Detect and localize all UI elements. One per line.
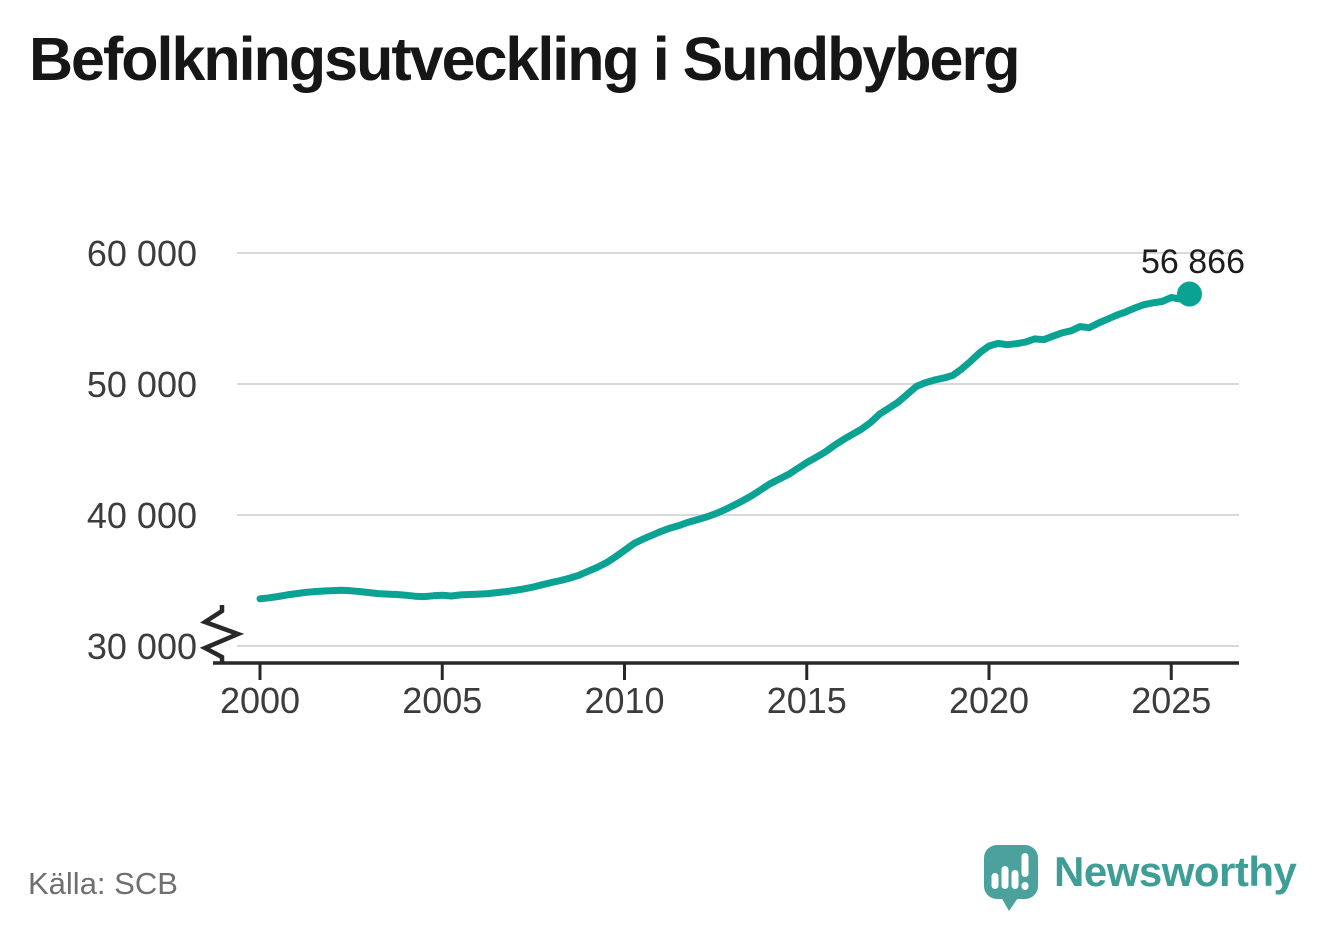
chart-title: Befolkningsutveckling i Sundbyberg [29, 25, 1020, 93]
y-axis-tick-label: 40 000 [87, 495, 197, 536]
x-axis-tick-label: 2020 [949, 680, 1029, 721]
x-axis-tick-label: 2025 [1131, 680, 1211, 721]
x-axis-tick-label: 2015 [767, 680, 847, 721]
x-axis-tick-label: 2000 [220, 680, 300, 721]
last-value-marker [1176, 281, 1202, 307]
y-axis-tick-label: 30 000 [87, 626, 197, 667]
newsworthy-speech-bubble-barchart-icon [984, 844, 1038, 911]
population-line [256, 290, 1193, 603]
y-axis-tick-label: 50 000 [87, 364, 197, 405]
x-axis-tick-label: 2005 [402, 680, 482, 721]
newsworthy-wordmark: Newsworthy [1054, 848, 1297, 895]
last-value-label: 56 866 [1141, 243, 1245, 281]
y-axis-tick-label: 60 000 [87, 233, 197, 274]
newsworthy-logo: Newsworthy [984, 844, 1297, 912]
x-axis-tick-label: 2010 [584, 680, 664, 721]
source-label: Källa: SCB [28, 866, 178, 901]
y-axis-break-icon [199, 605, 245, 663]
